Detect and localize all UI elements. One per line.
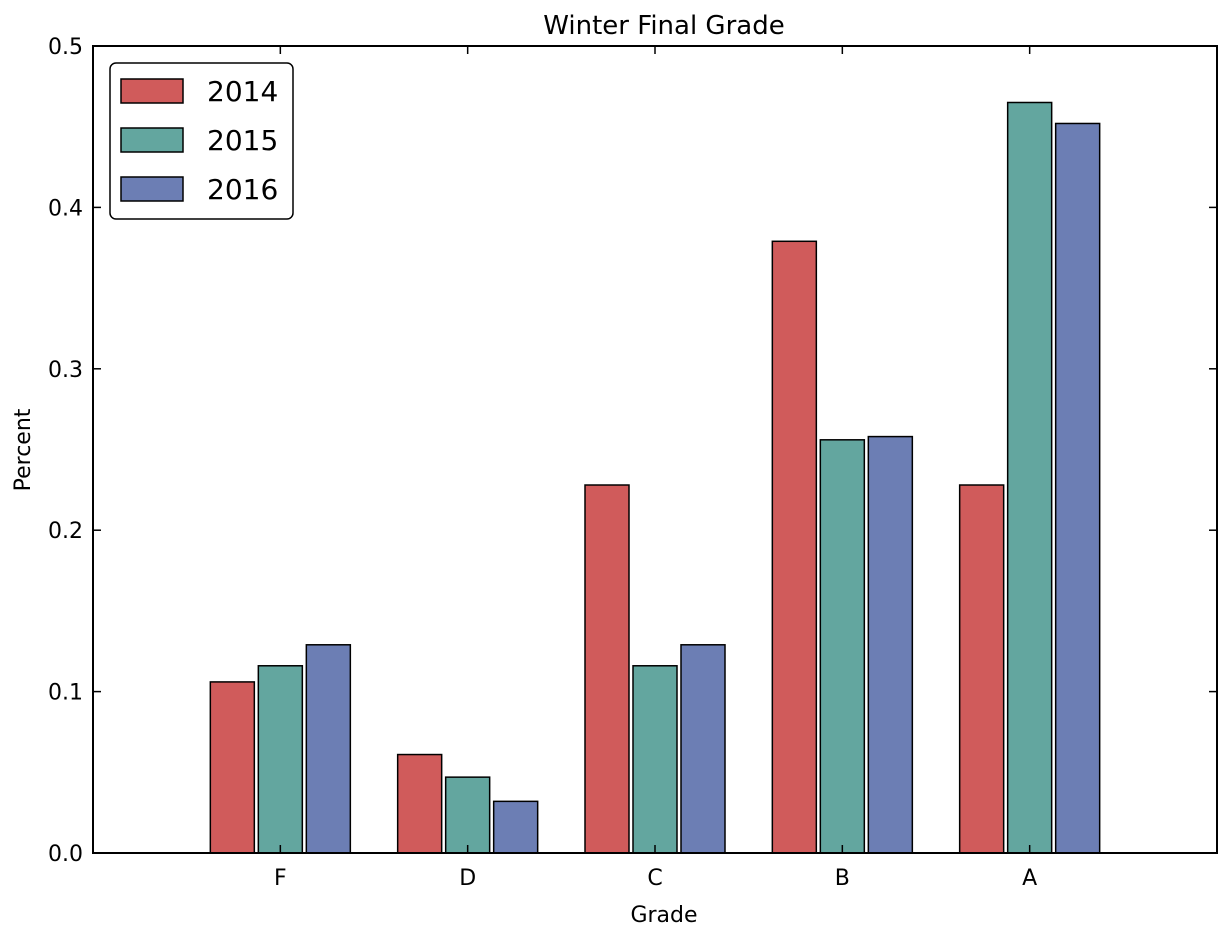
bar-2016-B: [867, 435, 914, 854]
y-tick-label: 0.2: [48, 519, 83, 544]
legend-swatch-2016: [120, 176, 184, 202]
x-tick-label: A: [1022, 866, 1037, 891]
legend-swatch-2014: [120, 78, 184, 104]
bar-2014-D: [396, 753, 443, 854]
bar-2016-A: [1054, 122, 1101, 854]
x-tick-label: C: [647, 866, 662, 891]
x-axis-label: Grade: [630, 903, 697, 928]
chart-title: Winter Final Grade: [543, 11, 784, 41]
y-tick-label: 0.1: [48, 681, 83, 706]
bar-2014-B: [771, 240, 818, 854]
legend: 2014 2015 2016: [109, 62, 294, 220]
x-tick-label: D: [459, 866, 476, 891]
plot-frame: [92, 45, 1218, 854]
legend-swatch-2015: [120, 127, 184, 153]
bar-2015-D: [444, 776, 491, 854]
bar-2014-A: [958, 484, 1005, 854]
y-tick-label: 0.3: [48, 358, 83, 383]
y-tick-label: 0.0: [48, 842, 83, 867]
bar-2014-C: [584, 484, 630, 854]
x-tick-label: F: [274, 866, 287, 891]
y-tick-label: 0.4: [48, 196, 83, 221]
y-tick-label: 0.5: [48, 35, 83, 60]
bar-2016-C: [680, 644, 726, 854]
bar-2014-F: [209, 681, 256, 854]
bar-2015-B: [819, 439, 866, 854]
bar-2015-A: [1006, 101, 1053, 854]
legend-label-2014: 2014: [207, 75, 278, 108]
bar-2015-F: [257, 665, 304, 854]
legend-label-2015: 2015: [207, 124, 278, 157]
bar-2016-F: [305, 644, 352, 854]
bar-2016-D: [492, 800, 539, 854]
bar-2015-C: [632, 665, 678, 854]
plot-area: F D C B A 0.0 0.1 0.2 0.3 0.4 0.5: [48, 35, 1218, 891]
x-tick-label: B: [835, 866, 850, 891]
y-axis-label: Percent: [11, 408, 36, 491]
legend-label-2016: 2016: [207, 173, 278, 206]
